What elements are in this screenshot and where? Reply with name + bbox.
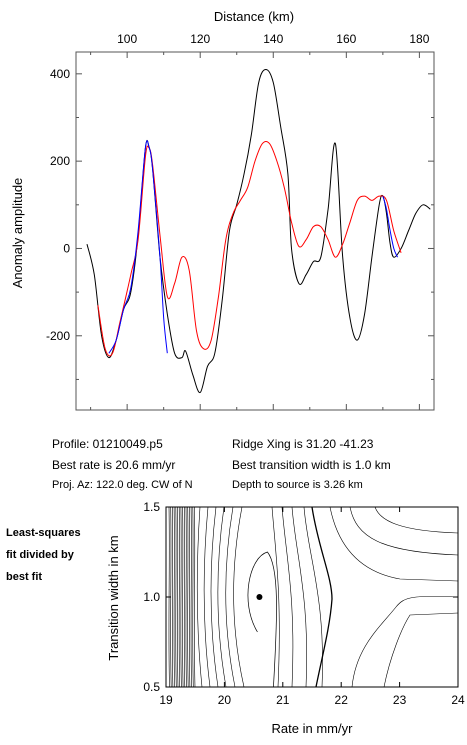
- rate-tick-label: 20: [218, 693, 232, 707]
- profile-plot-frame: [75, 51, 435, 411]
- x-tick-label: 140: [263, 32, 283, 46]
- x-tick-label: 100: [117, 32, 137, 46]
- contour-line: [190, 506, 192, 688]
- contour-line: [182, 506, 184, 688]
- info-depth: Depth to source is 3.26 km: [232, 479, 363, 491]
- y-tick-label: 200: [50, 154, 70, 168]
- contour-line: [225, 506, 236, 688]
- contour-ylabel: Transition width in km: [106, 535, 121, 660]
- x-tick-label: 180: [409, 32, 429, 46]
- contour-line: [175, 506, 177, 688]
- profile-xlabel: Distance (km): [214, 9, 294, 24]
- contour-chart: 19 20 21 22 23 24 0.5 1.0 1.5 Rate in mm/yr Tran…: [106, 500, 465, 736]
- rate-tick-label: 21: [276, 693, 290, 707]
- contour-line: [203, 506, 211, 688]
- rate-tick-label: 23: [393, 693, 407, 707]
- side-note: Least-squares fit divided by best fit: [6, 522, 116, 588]
- y-tick-label: -200: [46, 329, 70, 343]
- contour-line: [271, 506, 280, 688]
- contour-line: [173, 506, 175, 688]
- contour-lines: [168, 506, 459, 688]
- contour-line: [291, 506, 307, 688]
- contour-line: [247, 551, 277, 688]
- fit-window-series-line: [108, 140, 168, 354]
- y-tick-label: 400: [50, 67, 70, 81]
- contour-line: [196, 506, 203, 688]
- fit-window-series-line: [382, 195, 398, 258]
- contour-line: [178, 506, 180, 688]
- info-profile: Profile: 01210049.p5: [52, 437, 163, 451]
- contour-line: [183, 506, 186, 688]
- rate-tick-label: 24: [451, 693, 465, 707]
- contour-line: [349, 506, 459, 556]
- contour-line: [281, 506, 294, 688]
- contour-ticks: 19 20 21 22 23 24 0.5 1.0 1.5: [143, 500, 465, 707]
- contour-line: [329, 506, 459, 582]
- rate-tick-label: 22: [335, 693, 349, 707]
- side-note-line: best fit: [6, 571, 43, 583]
- contour-xlabel: Rate in mm/yr: [272, 721, 354, 736]
- contour-line: [311, 506, 333, 688]
- rate-tick-label: 19: [159, 693, 173, 707]
- contour-line: [189, 506, 191, 688]
- width-tick-label: 1.5: [143, 500, 160, 514]
- contour-line: [192, 506, 194, 688]
- y-tick-label: 0: [63, 241, 70, 255]
- width-tick-label: 0.5: [143, 680, 160, 694]
- info-proj-az: Proj. Az: 122.0 deg. CW of N: [52, 479, 193, 491]
- contour-line: [351, 596, 459, 688]
- contour-line: [172, 506, 174, 688]
- contour-line: [194, 506, 196, 688]
- contour-line: [180, 506, 182, 688]
- contour-line: [177, 506, 179, 688]
- x-tick-label: 160: [336, 32, 356, 46]
- info-best-width: Best transition width is 1.0 km: [232, 458, 391, 472]
- contour-line: [383, 612, 459, 688]
- side-note-line: fit divided by: [6, 549, 74, 561]
- profile-chart: Distance (km) Anomaly amplitude 100 120 14…: [10, 9, 435, 411]
- contour-line: [217, 506, 227, 688]
- width-tick-label: 1.0: [143, 590, 160, 604]
- contour-line: [210, 506, 219, 688]
- best-fit-marker: [256, 594, 263, 600]
- info-best-rate: Best rate is 20.6 mm/yr: [52, 458, 176, 472]
- profile-ylabel: Anomaly amplitude: [10, 178, 25, 289]
- side-note-line: Least-squares: [6, 527, 81, 539]
- contour-line: [187, 506, 189, 688]
- info-ridge: Ridge Xing is 31.20 -41.23: [232, 437, 374, 451]
- contour-line: [233, 506, 245, 688]
- profile-ticks: 100 120 140 160 180 -200 0 200 400: [46, 32, 434, 410]
- profile-series: [86, 68, 431, 394]
- x-tick-label: 120: [190, 32, 210, 46]
- contour-line: [374, 506, 459, 534]
- contour-line: [185, 506, 187, 688]
